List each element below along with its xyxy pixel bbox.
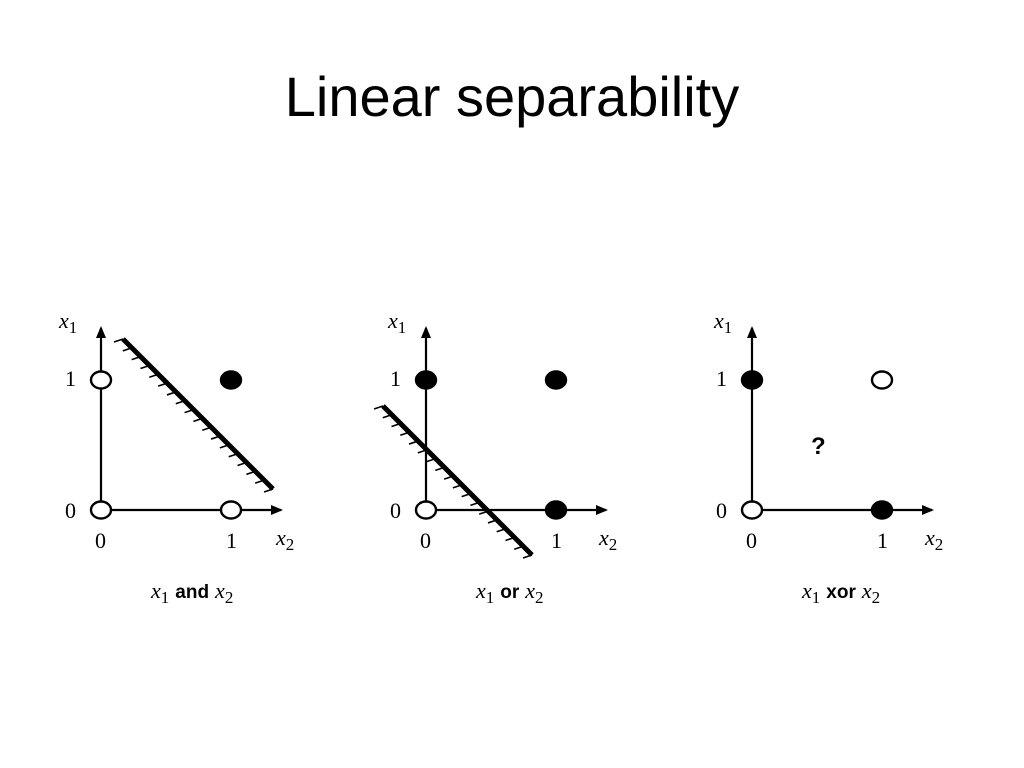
panel-and: x1 x2 1 0 0 1 x1 and x2 [58, 308, 294, 607]
hatch-mark [408, 440, 419, 445]
hatch-mark [184, 408, 194, 414]
hatch-mark [373, 405, 384, 410]
hatch-mark [478, 510, 489, 515]
hatch-mark [522, 554, 533, 559]
open-point [219, 500, 243, 520]
hatch-mark [254, 479, 265, 484]
hatch-mark [237, 461, 247, 467]
y-axis-label: x1 [58, 308, 77, 337]
separator-line [113, 337, 275, 493]
hatch-mark [175, 400, 186, 405]
hatch-mark [193, 417, 203, 423]
hatch-mark [263, 488, 274, 493]
y-tick-1: 1 [716, 366, 727, 391]
filled-point [870, 500, 894, 520]
slide-title: Linear separability [284, 65, 740, 128]
open-point [870, 370, 894, 390]
hatch-mark [228, 452, 238, 458]
hatch-mark [461, 492, 471, 498]
hatch-mark [149, 373, 159, 379]
hatch-mark [435, 466, 445, 472]
data-points [740, 370, 894, 520]
x-tick-1: 1 [551, 528, 562, 553]
panel-xor: ? x1 x2 1 0 0 1 x1 xor x2 [713, 308, 943, 607]
x-tick-1: 1 [877, 528, 888, 553]
hatch-mark [140, 364, 150, 370]
hatch-mark [122, 347, 133, 352]
filled-point [414, 370, 438, 390]
filled-point [219, 370, 243, 390]
hatch-mark [417, 449, 428, 454]
y-axis-label: x1 [713, 308, 732, 337]
y-tick-0: 0 [716, 498, 727, 523]
hatch-mark [210, 435, 221, 440]
x-tick-1: 1 [226, 528, 237, 553]
y-tick-1: 1 [65, 366, 76, 391]
hatch-mark [131, 355, 141, 361]
hatch-mark [426, 457, 436, 463]
hatch-mark [166, 391, 177, 396]
hatch-mark [513, 545, 524, 550]
filled-point [740, 370, 764, 390]
x-tick-0: 0 [420, 528, 431, 553]
filled-point [544, 500, 568, 520]
hatch-mark [505, 536, 515, 542]
separator-hatching [113, 338, 274, 493]
hatch-mark [470, 501, 480, 507]
hatch-mark [246, 470, 256, 476]
separator-hatching [373, 405, 533, 559]
hatch-mark [157, 382, 168, 387]
caption-and: x1 and x2 [150, 578, 233, 607]
hatch-mark [400, 431, 410, 437]
open-point [89, 500, 113, 520]
hatch-mark [113, 338, 124, 343]
y-tick-0: 0 [390, 498, 401, 523]
x-axis-label: x2 [598, 525, 617, 554]
data-points [89, 370, 243, 520]
hatch-mark [487, 519, 498, 524]
filled-point [544, 370, 568, 390]
caption-or: x1 or x2 [475, 578, 544, 607]
y-tick-1: 1 [390, 366, 401, 391]
hatch-mark [201, 426, 212, 431]
panel-or: x1 x2 1 0 0 1 x1 or x2 [373, 308, 617, 607]
open-point [414, 500, 438, 520]
y-axis-label: x1 [387, 308, 406, 337]
separator-line [373, 404, 534, 559]
open-point [740, 500, 764, 520]
x-tick-0: 0 [746, 528, 757, 553]
hatch-mark [391, 422, 401, 428]
hatch-mark [496, 527, 506, 533]
hatch-mark [219, 444, 230, 449]
x-axis-label: x2 [275, 525, 294, 554]
hatch-mark [452, 484, 463, 489]
question-mark: ? [811, 433, 826, 460]
x-axis-label: x2 [924, 525, 943, 554]
data-points [414, 370, 568, 520]
caption-xor: x1 xor x2 [801, 578, 880, 607]
x-tick-0: 0 [95, 528, 106, 553]
y-tick-0: 0 [65, 498, 76, 523]
open-point [89, 370, 113, 390]
hatch-mark [382, 414, 393, 419]
hatch-mark [443, 475, 454, 480]
